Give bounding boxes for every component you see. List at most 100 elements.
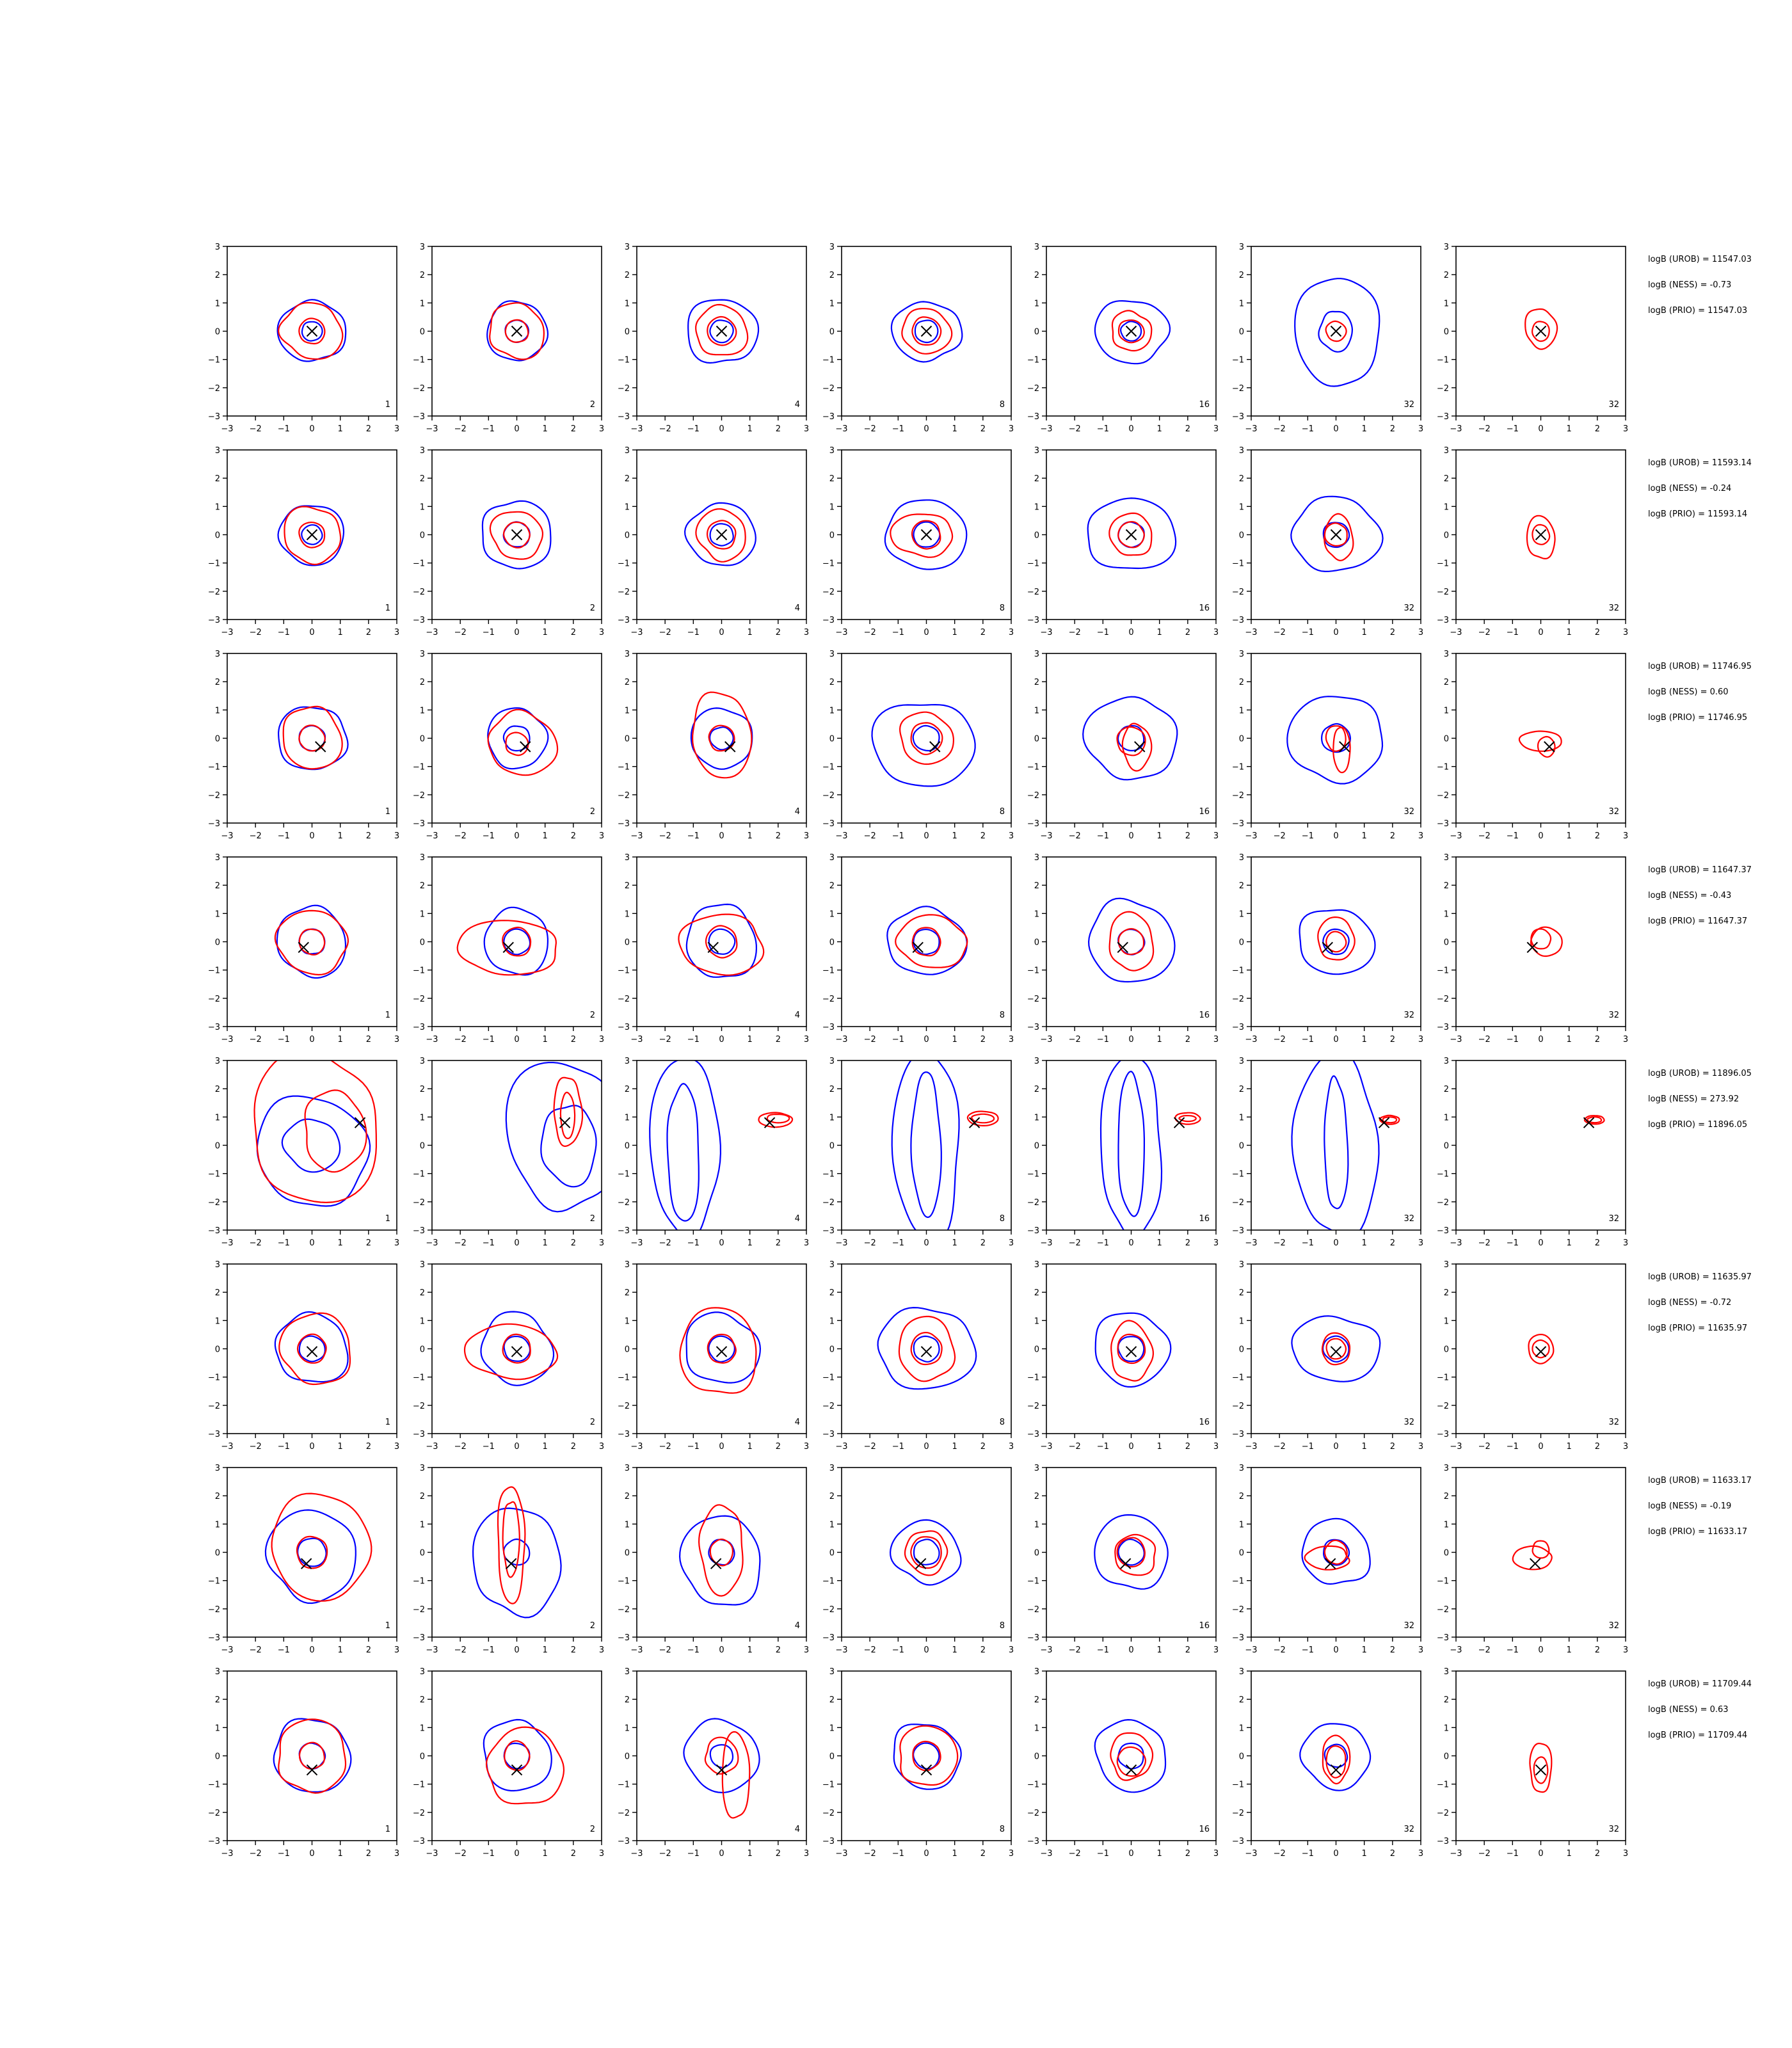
x-tick-label: 0 [924,1238,929,1248]
x-tick-label: −3 [1245,1645,1257,1655]
plot-area [1301,1517,1371,1585]
red-contour [1325,725,1347,752]
x-tick-label: 3 [1418,424,1423,434]
y-tick-label: −3 [618,1023,630,1032]
x-tick-label: 0 [719,1849,724,1859]
panel-r1-c4: −3 −2 −1 0 1 2 3 3 2 1 0 −1 −2 −3 8 [822,243,1014,434]
y-tick-label: 1 [1034,299,1039,308]
axes-frame [1251,1467,1421,1638]
x-tick-label: 3 [599,831,604,841]
y-tick-label: −1 [618,1170,630,1180]
y-tick-label: 1 [1034,502,1039,512]
red-contour [1529,1742,1553,1793]
y-tick-label: −3 [618,412,630,422]
x-tick-label: 1 [338,1442,343,1452]
blue-contour [877,1306,977,1390]
true-value-marker [511,529,523,541]
y-tick-label: −2 [413,1402,425,1411]
y-tick-label: −3 [822,819,835,829]
plot-area [889,1519,962,1586]
axes-frame [431,1263,602,1434]
y-tick-label: 2 [829,881,835,891]
x-tick-label: −2 [864,831,876,841]
y-tick-label: −1 [1437,1577,1449,1587]
y-tick-label: −3 [208,1837,220,1846]
y-tick-label: 0 [420,1345,425,1355]
x-tick-label: 3 [1213,1035,1219,1044]
y-tick-label: −3 [1232,1023,1244,1032]
y-tick-label: −1 [1437,1780,1449,1790]
x-tick-label: 3 [1418,1849,1423,1859]
y-tick-label: 0 [1444,531,1449,541]
x-tick-label: −1 [1507,1238,1519,1248]
axes-frame [1251,1263,1421,1434]
true-value-marker [1330,529,1342,541]
x-tick-label: −3 [221,1238,233,1248]
panel-label: 32 [1404,604,1414,613]
blue-contour [480,1311,555,1386]
x-tick-label: −3 [426,1238,438,1248]
y-tick-label: 3 [420,243,425,252]
true-value-marker [306,1346,318,1357]
blue-contour [1094,300,1171,365]
plot-area [1294,278,1380,387]
y-tick-label: 3 [625,650,630,659]
true-value-marker [716,325,728,337]
red-contour [1583,1115,1605,1125]
x-tick-label: −1 [1507,1645,1519,1655]
y-tick-label: −3 [1232,412,1244,422]
y-tick-label: 2 [420,1492,425,1501]
red-contour [1325,1745,1347,1779]
panel-label: 32 [1404,1011,1414,1020]
x-tick-label: −3 [1450,1849,1462,1859]
axes-frame [841,1263,1012,1434]
x-tick-label: −2 [1478,424,1491,434]
blue-contour [1087,897,1176,983]
x-tick-label: −1 [483,424,495,434]
y-tick-label: 1 [215,909,220,919]
y-tick-label: 1 [1239,706,1244,716]
red-contour [298,317,326,345]
blue-contour [1322,928,1350,956]
y-tick-label: −2 [208,384,220,394]
x-tick-label: 0 [309,1035,314,1044]
plot-area [274,904,349,979]
y-tick-label: 1 [420,1724,425,1733]
y-tick-label: 2 [625,678,630,687]
x-tick-label: 1 [1567,1849,1572,1859]
x-tick-label: 0 [1333,628,1338,637]
x-tick-label: 2 [1595,1035,1600,1044]
plot-area [505,1062,602,1213]
true-value-marker [1125,325,1137,337]
y-tick-label: −1 [822,1373,835,1383]
red-contour [489,302,545,360]
red-contour [678,913,765,976]
panel-r3-c5: −3 −2 −1 0 1 2 3 3 2 1 0 −1 −2 −3 16 [1027,650,1219,841]
axes-frame [1046,1263,1217,1434]
y-tick-label: −1 [413,966,425,976]
x-tick-label: −3 [221,628,233,637]
red-contour [559,1091,576,1140]
x-tick-label: 0 [1538,628,1543,637]
y-tick-label: 1 [1239,299,1244,308]
x-tick-label: 1 [1362,424,1367,434]
x-tick-label: 0 [309,628,314,637]
x-tick-label: 1 [952,1645,957,1655]
y-tick-label: 2 [420,1085,425,1094]
x-tick-label: 1 [952,1035,957,1044]
x-tick-label: −1 [687,1849,700,1859]
red-contour [707,520,737,550]
y-tick-label: 1 [1444,706,1449,716]
x-tick-label: 0 [514,1238,519,1248]
plot-area [1286,696,1384,785]
y-tick-label: 0 [1444,328,1449,337]
blue-contour [1291,1060,1380,1230]
x-tick-label: 0 [1333,1035,1338,1044]
x-tick-label: −1 [1302,831,1314,841]
x-tick-label: 0 [514,628,519,637]
x-tick-label: −1 [483,628,495,637]
axes-frame [431,856,602,1027]
y-tick-label: 1 [1034,1724,1039,1733]
blue-contour [301,524,323,545]
y-tick-label: 2 [625,1492,630,1501]
